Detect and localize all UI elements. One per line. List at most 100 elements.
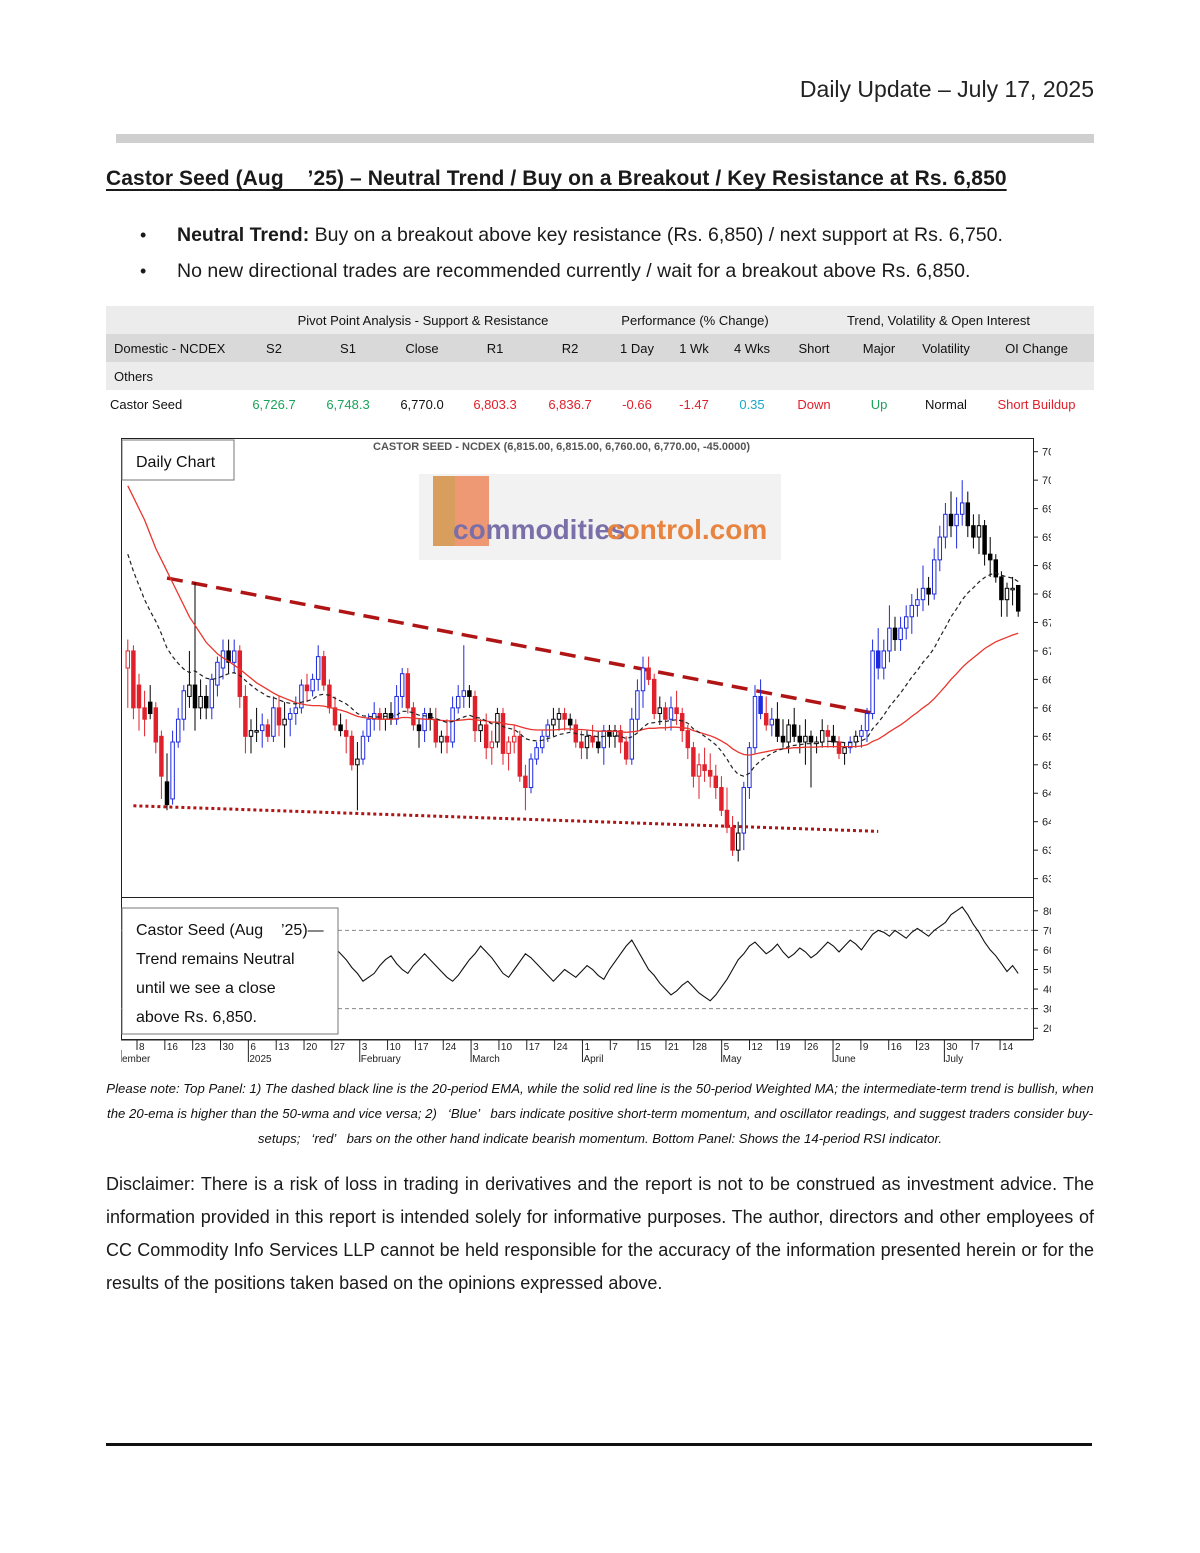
candle [859,724,864,748]
rsi-tick-label: 30 [1043,1004,1051,1016]
rsi-tick-label: 20 [1043,1023,1051,1035]
date-tick-label: 8 [139,1042,145,1053]
candle [388,702,394,725]
candle [517,730,523,782]
candle-body [192,684,198,709]
candle-body [500,713,506,754]
candle [696,753,702,799]
candle [651,673,657,720]
candle [534,742,539,765]
rsi-note-line: until we see a close [136,980,276,997]
candle-body [965,502,971,527]
candle [959,480,965,526]
candle [713,764,719,799]
date-tick-label: 28 [696,1042,708,1053]
candle [892,616,898,651]
candle [299,679,304,714]
candle [142,690,147,737]
candle [310,673,315,697]
date-tick-label: 10 [501,1042,513,1053]
candle-body [803,735,808,743]
cell-r1: 6,803.3 [473,396,517,412]
candle-body [539,735,545,749]
price-chart: commodities control.com CASTOR SEED - NC… [120,438,1066,1070]
price-tick-label: 6450 [1042,788,1051,800]
candle-body [741,787,747,834]
candle-body [455,695,461,709]
candle [937,525,943,572]
candle [993,554,999,583]
candle [198,679,203,720]
candle [147,685,153,720]
candle [293,696,299,725]
candle-body [366,718,371,737]
report-date: Daily Update – July 17, 2025 [799,76,1094,102]
date-tick-label: 3 [362,1042,368,1053]
date-tick-label: 9 [863,1042,869,1053]
candle [539,730,545,754]
col-header: 1 Day [607,334,667,362]
candle-body [881,650,887,669]
candle-body [915,599,920,606]
col-header: S2 [239,334,309,362]
candle [489,730,495,765]
candle-body [203,695,209,709]
candle-body [993,559,999,578]
candle [153,702,159,754]
candle-body [254,730,259,733]
price-tick-label: 6900 [1042,532,1051,544]
candle-body [170,741,175,800]
candle [523,764,528,811]
watermark-text-pre: commodities [453,514,626,545]
candle-body [758,695,763,715]
candle [763,696,769,731]
candle [595,730,601,754]
candle-body [931,559,937,595]
candle [724,787,730,834]
candle-body [159,735,164,777]
candle [668,696,674,731]
candle [455,685,461,714]
candle [730,816,735,856]
bullet-item: No new directional trades are recommende… [140,256,1003,292]
candle [220,639,226,680]
candle-body [629,718,635,760]
candle-body [483,724,489,749]
month-label: February [361,1054,401,1065]
candle-body [663,707,668,720]
candle [276,696,282,737]
candle-body [293,707,299,715]
candle [248,719,254,754]
candle [735,821,741,862]
date-tick-label: 17 [529,1042,541,1053]
candle [679,707,685,742]
candle [926,576,931,606]
price-tick-label: 6600 [1042,703,1051,715]
candle-body [405,673,411,709]
candle [478,719,483,742]
candle [943,502,948,549]
rsi-axis: 80 70 60 50 40 30 20 [1033,906,1055,1035]
candle [814,736,819,754]
candle [511,724,517,754]
candle [881,639,887,680]
rsi-tick-label: 60 [1043,945,1051,957]
rsi-note-box: Castor Seed (Aug ’25)— Trend remains Neu… [121,907,339,1035]
date-tick-label: 1 [584,1042,590,1053]
candle-body [775,718,780,737]
candle-body [215,661,220,686]
price-tick-label: 6550 [1042,731,1051,743]
col-header: Domestic - NCDEX [106,334,239,362]
bullet-text: No new directional trades are recommende… [177,260,971,282]
rsi-guides [121,929,1033,1010]
date-tick-label: 14 [1002,1042,1014,1053]
candle-body [691,747,696,777]
candle-body [377,713,383,720]
date-tick-label: 2 [835,1042,841,1053]
candle [875,628,881,680]
candle [864,707,870,742]
candle [556,707,562,731]
table-section: Others [106,362,1094,390]
candle-body [416,724,422,732]
price-tick-label: 6850 [1042,561,1051,573]
